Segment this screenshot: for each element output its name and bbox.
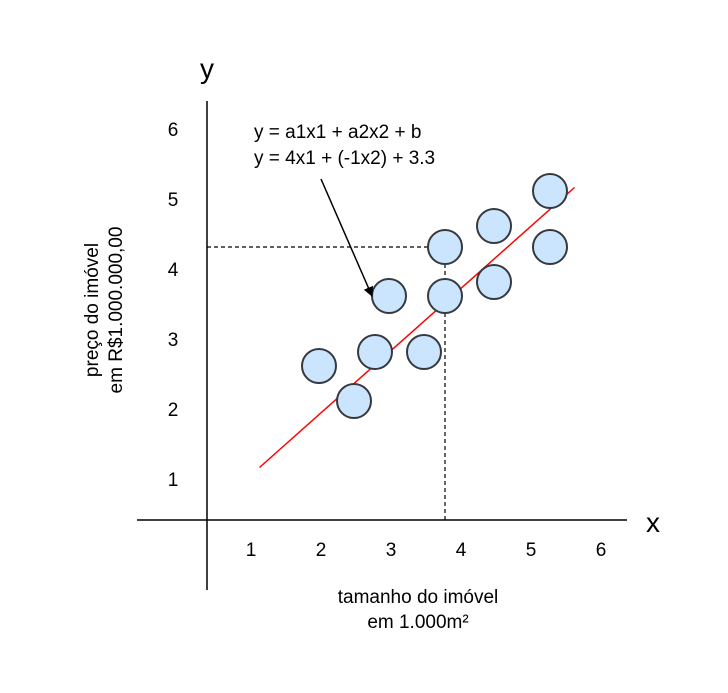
data-point — [427, 278, 463, 314]
data-points — [301, 173, 568, 419]
y-axis-title-line: em R$1.000.000,00 — [106, 227, 127, 394]
x-tick-label: 2 — [316, 540, 327, 561]
data-point — [336, 383, 372, 419]
x-axis-title: tamanho do imóvel em 1.000m² — [338, 587, 499, 633]
data-point — [532, 229, 568, 265]
x-axis-letter: x — [646, 507, 660, 538]
data-point — [532, 173, 568, 209]
x-tick-label: 4 — [456, 540, 467, 561]
y-tick-label: 2 — [168, 400, 179, 421]
data-point — [476, 208, 512, 244]
data-point — [427, 229, 463, 265]
y-tick-labels: 1 2 3 4 5 6 — [168, 120, 179, 491]
y-tick-label: 6 — [168, 120, 179, 141]
y-tick-label: 5 — [168, 190, 179, 211]
equation-annotation: y = a1x1 + a2x2 + b y = 4x1 + (-1x2) + 3… — [254, 122, 435, 169]
annotation-arrow — [320, 178, 373, 297]
y-tick-label: 3 — [168, 330, 179, 351]
data-point — [301, 348, 337, 384]
x-axis-title-line: em 1.000m² — [367, 612, 468, 633]
data-point — [357, 334, 393, 370]
equation-line: y = a1x1 + a2x2 + b — [254, 122, 421, 143]
y-axis-title-line: preço do imóvel — [82, 243, 103, 377]
y-axis-title: preço do imóvel em R$1.000.000,00 — [82, 227, 127, 394]
data-point — [476, 264, 512, 300]
x-tick-label: 1 — [246, 540, 257, 561]
y-axis-letter: y — [200, 53, 214, 84]
x-tick-label: 3 — [386, 540, 397, 561]
regression-line — [259, 186, 575, 469]
data-point — [371, 278, 407, 314]
x-tick-label: 5 — [526, 540, 537, 561]
data-point — [406, 334, 442, 370]
y-tick-label: 1 — [168, 470, 179, 491]
y-tick-label: 4 — [168, 260, 179, 281]
x-tick-labels: 1 2 3 4 5 6 — [246, 540, 607, 561]
equation-line: y = 4x1 + (-1x2) + 3.3 — [254, 148, 435, 169]
x-axis-title-line: tamanho do imóvel — [338, 587, 499, 608]
x-tick-label: 6 — [596, 540, 607, 561]
